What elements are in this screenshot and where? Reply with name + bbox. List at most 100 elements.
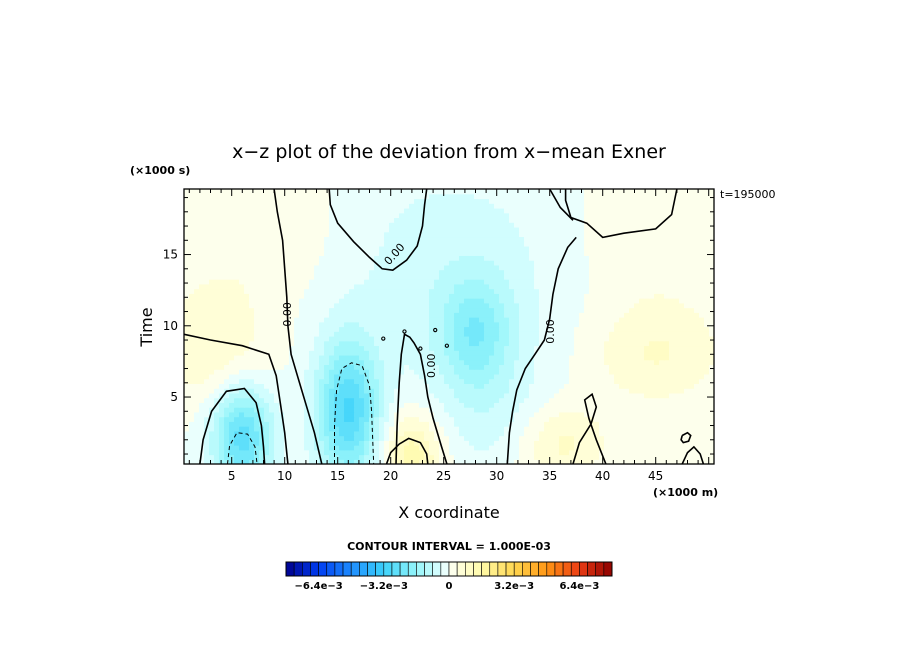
heatmap-cell <box>689 454 695 460</box>
heatmap-cell <box>584 388 590 394</box>
heatmap-cell <box>609 331 615 337</box>
heatmap-cell <box>354 331 360 337</box>
heatmap-cell <box>469 378 475 384</box>
heatmap-cell <box>394 388 400 394</box>
heatmap-cell <box>709 392 714 399</box>
heatmap-cell <box>704 440 710 446</box>
heatmap-cell <box>564 250 570 256</box>
heatmap-cell <box>259 269 265 275</box>
heatmap-cell <box>544 449 550 456</box>
heatmap-cell <box>649 388 655 394</box>
heatmap-cell <box>364 288 370 294</box>
heatmap-cell <box>489 283 495 290</box>
heatmap-cell <box>529 264 535 271</box>
heatmap-cell <box>689 369 695 375</box>
heatmap-cell <box>629 317 635 323</box>
heatmap-cell <box>204 326 210 332</box>
heatmap-cell <box>304 331 310 337</box>
heatmap-cell <box>694 350 700 356</box>
heatmap-cell <box>644 383 650 389</box>
heatmap-cell <box>299 421 305 427</box>
heatmap-cell <box>554 440 560 446</box>
heatmap-cell <box>699 449 705 456</box>
heatmap-cell <box>444 454 450 460</box>
heatmap-cell <box>694 407 700 413</box>
heatmap-cell <box>234 326 240 332</box>
heatmap-cell <box>389 326 395 332</box>
heatmap-cell <box>334 459 340 464</box>
heatmap-cell <box>559 430 565 437</box>
heatmap-cell <box>249 392 255 399</box>
heatmap-cell <box>539 321 545 328</box>
heatmap-cell <box>514 359 520 366</box>
heatmap-cell <box>424 378 430 384</box>
heatmap-cell <box>464 245 470 252</box>
heatmap-cell <box>224 312 230 318</box>
heatmap-cell <box>659 350 665 356</box>
heatmap-cell <box>199 454 205 460</box>
heatmap-cell <box>694 331 700 337</box>
heatmap-cell <box>504 279 510 285</box>
heatmap-cell <box>539 331 545 337</box>
heatmap-cell <box>509 340 515 347</box>
heatmap-cell <box>579 345 585 351</box>
heatmap-cell <box>209 430 215 437</box>
heatmap-cell <box>544 331 550 337</box>
heatmap-cell <box>219 430 225 437</box>
heatmap-cell <box>639 426 645 432</box>
heatmap-cell <box>259 388 265 394</box>
heatmap-cell <box>664 317 670 323</box>
heatmap-cell <box>634 459 640 464</box>
heatmap-cell <box>674 449 680 456</box>
heatmap-cell <box>294 459 300 464</box>
heatmap-cell <box>534 264 540 271</box>
heatmap-cell <box>519 383 525 389</box>
heatmap-cell <box>649 331 655 337</box>
heatmap-cell <box>219 260 225 266</box>
heatmap-cell <box>609 255 615 261</box>
heatmap-cell <box>649 373 655 380</box>
heatmap-cell <box>524 302 530 309</box>
heatmap-cell <box>594 445 600 451</box>
heatmap-cell <box>704 340 710 347</box>
heatmap-cell <box>289 340 295 347</box>
heatmap-cell <box>614 359 620 366</box>
heatmap-cell <box>319 421 325 427</box>
heatmap-cell <box>374 378 380 384</box>
heatmap-cell <box>434 459 440 464</box>
heatmap-cell <box>519 293 525 299</box>
heatmap-cell <box>554 335 560 342</box>
heatmap-cell <box>609 245 615 252</box>
heatmap-cell <box>404 378 410 384</box>
heatmap-cell <box>329 350 335 356</box>
heatmap-cell <box>564 317 570 323</box>
heatmap-cell <box>234 350 240 356</box>
heatmap-cell <box>209 340 215 347</box>
heatmap-cell <box>679 454 685 460</box>
heatmap-cell <box>449 397 455 403</box>
heatmap-cell <box>484 411 490 418</box>
heatmap-cell <box>519 302 525 309</box>
heatmap-cell <box>589 288 595 294</box>
heatmap-cell <box>684 416 690 422</box>
heatmap-cell <box>649 411 655 418</box>
heatmap-cell <box>194 298 200 304</box>
heatmap-cell <box>184 298 190 304</box>
heatmap-cell <box>634 307 640 313</box>
heatmap-cell <box>584 392 590 399</box>
heatmap-cell <box>239 236 245 242</box>
heatmap-cell <box>624 250 630 256</box>
heatmap-cell <box>204 307 210 313</box>
heatmap-cell <box>589 331 595 337</box>
heatmap-cell <box>634 317 640 323</box>
heatmap-cell <box>334 340 340 347</box>
heatmap-cell <box>629 264 635 271</box>
heatmap-cell <box>474 421 480 427</box>
heatmap-cell <box>289 392 295 399</box>
heatmap-cell <box>659 407 665 413</box>
heatmap-cell <box>639 411 645 418</box>
heatmap-cell <box>504 354 510 361</box>
heatmap-cell <box>629 397 635 403</box>
heatmap-cell <box>594 449 600 456</box>
heatmap-cell <box>509 298 515 304</box>
